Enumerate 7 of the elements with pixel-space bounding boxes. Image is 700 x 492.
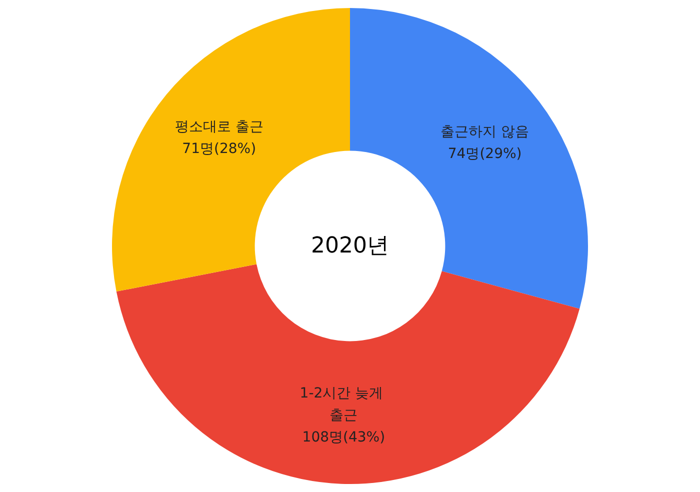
slice-label: 평소대로 출근: [174, 119, 264, 136]
data-label: 108명(43%): [302, 429, 386, 446]
data-label: 71명(28%): [182, 141, 256, 158]
slice-label: 1-2시간 늦게 출근: [300, 385, 388, 424]
slice-label: 출근하지 않음: [440, 124, 530, 140]
text: 2020년: [311, 234, 389, 258]
data-label: 74명(29%): [448, 146, 522, 162]
